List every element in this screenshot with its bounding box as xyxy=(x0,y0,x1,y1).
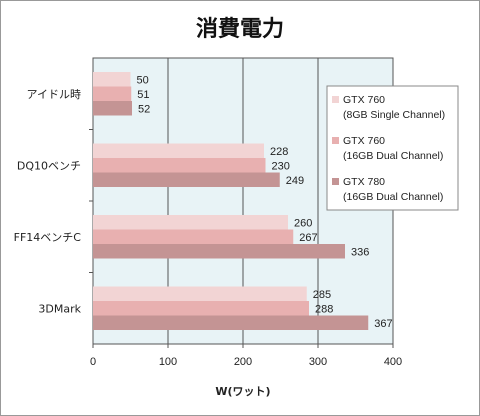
x-tick-label: 400 xyxy=(384,356,402,368)
legend-box xyxy=(326,85,459,211)
data-label: 51 xyxy=(137,89,149,101)
x-axis-label: W(ワット) xyxy=(215,385,270,398)
legend-swatch xyxy=(332,178,339,185)
bar xyxy=(93,143,264,158)
legend-entry-text: (16GB Dual Channel) xyxy=(343,191,443,203)
bar xyxy=(93,301,309,316)
data-label: 249 xyxy=(286,175,304,187)
data-label: 285 xyxy=(313,289,331,301)
data-label: 267 xyxy=(299,232,317,244)
category-label: FF14ベンチC xyxy=(14,231,82,244)
x-tick-label: 300 xyxy=(309,356,327,368)
bar xyxy=(93,315,369,330)
legend-swatch xyxy=(332,96,339,103)
data-label: 52 xyxy=(138,103,150,115)
bar xyxy=(93,172,280,187)
data-label: 230 xyxy=(272,160,290,172)
category-label: 3DMark xyxy=(38,302,81,315)
data-label: 260 xyxy=(294,217,312,229)
bar xyxy=(93,86,132,101)
data-label: 228 xyxy=(270,146,288,158)
category-label: DQ10ベンチ xyxy=(17,159,81,172)
legend-entry-text: (16GB Dual Channel) xyxy=(343,150,443,162)
chart-title: 消費電力 xyxy=(196,17,284,42)
bar xyxy=(93,158,266,173)
legend-entry-text: (8GB Single Channel) xyxy=(343,109,445,121)
data-label: 336 xyxy=(351,246,369,258)
legend-swatch xyxy=(332,137,339,144)
legend-entry-text: GTX 760 xyxy=(343,94,385,106)
x-tick-label: 0 xyxy=(90,356,96,368)
legend-entry-text: GTX 780 xyxy=(343,176,385,188)
data-label: 50 xyxy=(137,74,149,86)
x-tick-label: 100 xyxy=(159,356,177,368)
legend: GTX 760 (8GB Single Channel) GTX 760 (16GB … xyxy=(326,85,459,211)
data-label: 288 xyxy=(315,303,333,315)
bar xyxy=(93,101,132,116)
bar xyxy=(93,72,131,87)
bar xyxy=(93,229,294,244)
legend-entry-text: GTX 760 xyxy=(343,135,385,147)
bar xyxy=(93,215,288,230)
category-label: アイドル時 xyxy=(27,88,81,101)
bar xyxy=(93,286,307,301)
x-tick-label: 200 xyxy=(234,356,252,368)
bar xyxy=(93,244,345,259)
data-label: 367 xyxy=(374,318,392,330)
